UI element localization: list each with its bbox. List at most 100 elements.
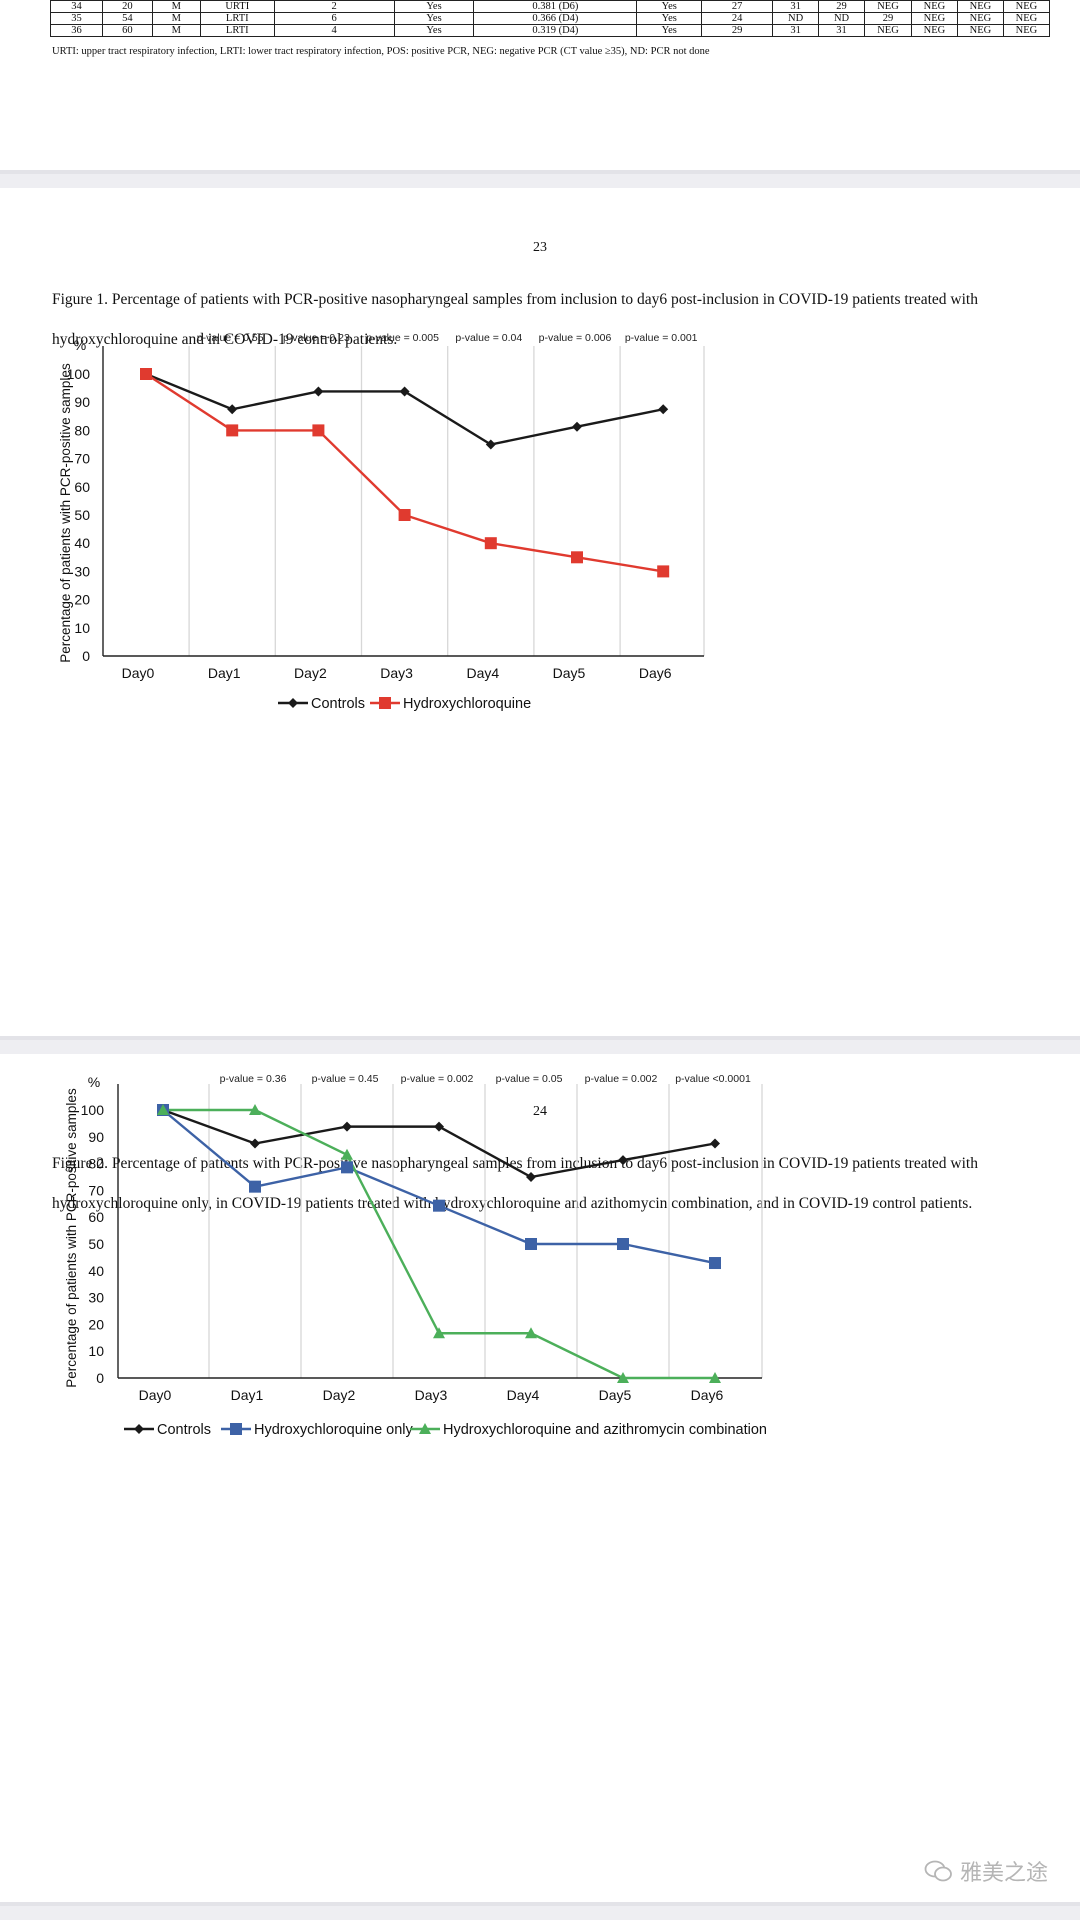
p-value-label: p-value = 0.05 bbox=[496, 1073, 563, 1085]
x-tick-label: Day6 bbox=[639, 665, 672, 681]
data-point bbox=[312, 424, 325, 437]
y-tick-label: 60 bbox=[88, 1209, 104, 1225]
y-tick-label: 60 bbox=[74, 479, 90, 495]
table-cell: 35 bbox=[50, 12, 103, 25]
data-point bbox=[342, 1121, 352, 1132]
page-number: 24 bbox=[533, 1104, 547, 1119]
table-cell: Yes bbox=[636, 0, 703, 13]
table-cell: 27 bbox=[701, 0, 774, 13]
data-point bbox=[341, 1148, 353, 1160]
p-value-label: p-value = 0.36 bbox=[220, 1073, 287, 1085]
x-tick-label: Day5 bbox=[599, 1387, 632, 1403]
legend-marker bbox=[134, 1424, 144, 1434]
table-cell: 4 bbox=[273, 24, 395, 37]
data-point bbox=[617, 1372, 629, 1383]
data-point bbox=[434, 1121, 444, 1132]
table-cell: NEG bbox=[956, 12, 1004, 25]
table-cell: 0.381 (D6) bbox=[473, 0, 638, 13]
y-tick-label: 100 bbox=[67, 366, 91, 382]
table-cell: 29 bbox=[818, 0, 866, 13]
table-cell: NEG bbox=[956, 0, 1004, 13]
table-cell: 0.366 (D4) bbox=[473, 12, 638, 25]
y-tick-label: 70 bbox=[88, 1182, 104, 1198]
data-point bbox=[484, 537, 497, 550]
legend-label: Controls bbox=[157, 1422, 211, 1438]
y-tick-label: 90 bbox=[74, 394, 90, 410]
y-tick-label: 80 bbox=[88, 1156, 104, 1172]
y-tick-label: 10 bbox=[88, 1343, 104, 1359]
data-point bbox=[226, 424, 239, 437]
watermark-text: 雅美之途 bbox=[959, 1861, 1048, 1886]
table-cell: ND bbox=[818, 12, 866, 25]
x-tick-label: Day2 bbox=[323, 1387, 356, 1403]
data-point bbox=[572, 421, 582, 432]
page-number: 23 bbox=[533, 240, 547, 255]
data-point bbox=[571, 551, 583, 564]
y-tick-label: 50 bbox=[88, 1236, 104, 1252]
data-point bbox=[250, 1138, 260, 1149]
series-line bbox=[145, 372, 664, 573]
table-row: 35 54 M LRTI 6 Yes 0.366 (D4) Yes 24 ND ND 29 NEG NEG… bbox=[50, 12, 1051, 25]
table-cell: 31 bbox=[818, 24, 866, 37]
table-cell: NEG bbox=[1002, 0, 1051, 13]
table-cell: ND bbox=[772, 12, 820, 25]
page-23: 23 Figure 1. Percentage of patients with… bbox=[0, 188, 1080, 1036]
x-tick-label: Day5 bbox=[553, 665, 586, 681]
x-tick-label: Day1 bbox=[208, 665, 241, 681]
y-tick-label: 10 bbox=[74, 620, 90, 636]
table-cell: 20 bbox=[101, 0, 153, 13]
table-footnote: URTI: upper tract respiratory infection,… bbox=[52, 46, 710, 57]
series-line bbox=[162, 1108, 716, 1179]
watermark: 雅美之途 bbox=[924, 1855, 1048, 1887]
x-tick-label: Day3 bbox=[380, 665, 413, 681]
figure-2-chart: 0 10 20 30 40 50 60 70 80 90 100% Percentage of pat… bbox=[64, 1073, 767, 1438]
y-tick-label: 40 bbox=[74, 535, 90, 551]
table-cell: 6 bbox=[273, 12, 395, 25]
legend-marker bbox=[288, 698, 298, 708]
data-point bbox=[249, 1104, 261, 1115]
y-tick-label: 40 bbox=[88, 1263, 104, 1279]
table-cell: 29 bbox=[864, 12, 912, 25]
y-tick-label: 100 bbox=[81, 1102, 105, 1118]
p-value-label: p-value = 0.45 bbox=[312, 1073, 379, 1085]
table-cell: M bbox=[151, 0, 201, 13]
page-top: 34 20 M URTI 2 Yes 0.381 (D6) Yes 27 31 29 NEG NEG NE… bbox=[0, 0, 1080, 170]
p-value-label: p-value = 0.006 bbox=[539, 332, 612, 344]
legend-marker bbox=[379, 697, 391, 709]
p-value-label: p-value = 0.55 bbox=[197, 332, 264, 344]
data-point bbox=[157, 1104, 169, 1115]
data-point bbox=[341, 1161, 353, 1174]
data-point bbox=[709, 1257, 721, 1270]
y-tick-label: 30 bbox=[88, 1290, 104, 1306]
data-point bbox=[399, 386, 410, 397]
x-tick-label: Day1 bbox=[231, 1387, 264, 1403]
table-cell: Yes bbox=[636, 24, 703, 37]
page-separator bbox=[0, 1902, 1080, 1920]
table-cell: 34 bbox=[50, 0, 103, 13]
p-value-label: p-value = 0.002 bbox=[585, 1073, 658, 1085]
data-point bbox=[710, 1138, 720, 1149]
data-point bbox=[525, 1327, 537, 1339]
p-value-label: p-value = 0.002 bbox=[401, 1073, 474, 1085]
data-point bbox=[227, 404, 238, 415]
data-point bbox=[709, 1372, 721, 1383]
data-point bbox=[313, 386, 324, 397]
data-point bbox=[249, 1180, 261, 1193]
x-tick-label: Day0 bbox=[139, 1387, 172, 1403]
table-cell: NEG bbox=[910, 0, 958, 13]
table-cell: 54 bbox=[101, 12, 153, 25]
figure-2-caption: Figure 2. Percentage of patients with PC… bbox=[52, 1155, 978, 1212]
y-axis-title: Percentage of patients with PCR-positive… bbox=[64, 1088, 79, 1388]
series-line bbox=[162, 1109, 716, 1265]
data-point bbox=[525, 1238, 537, 1250]
y-tick-label: 70 bbox=[74, 451, 90, 467]
p-value-label: p-value = 0.23 bbox=[283, 332, 350, 344]
table-cell: Yes bbox=[393, 12, 475, 25]
table-cell: 31 bbox=[772, 24, 820, 37]
figure-1-caption: Figure 1. Percentage of patients with PC… bbox=[52, 291, 978, 348]
series-line bbox=[145, 372, 664, 446]
y-tick-label: 90 bbox=[88, 1129, 104, 1145]
legend-marker bbox=[230, 1423, 242, 1435]
legend-label: Hydroxychloroquine only bbox=[254, 1422, 414, 1438]
table-cell: NEG bbox=[910, 24, 958, 37]
